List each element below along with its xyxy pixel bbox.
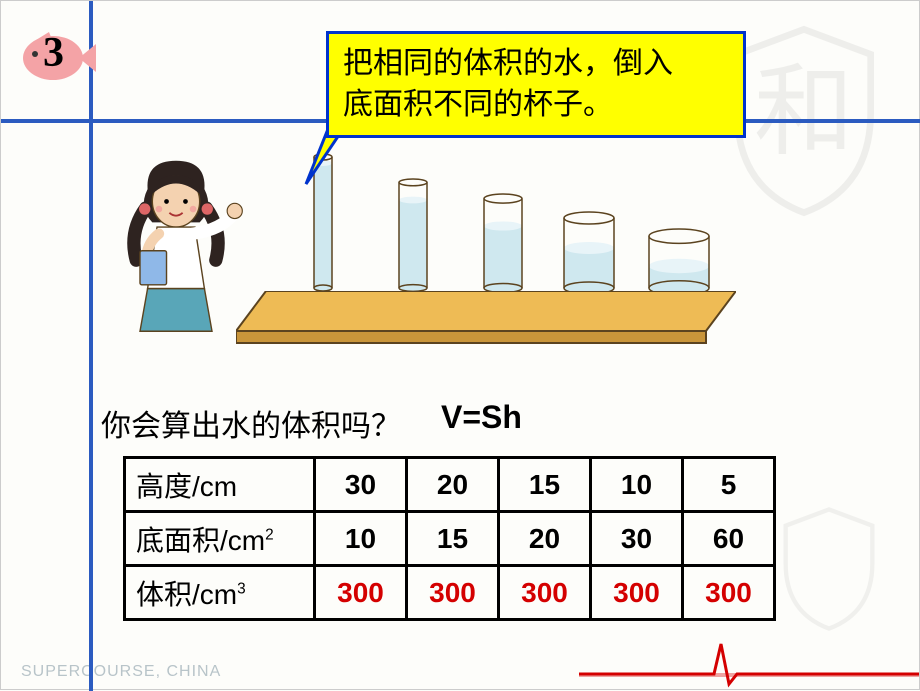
cell: 60 <box>683 512 775 566</box>
table-row: 高度/cm 30 20 15 10 5 <box>125 458 775 512</box>
table-top <box>236 291 736 346</box>
row-header-height: 高度/cm <box>125 458 315 512</box>
cell: 20 <box>499 512 591 566</box>
cell: 15 <box>407 512 499 566</box>
watermark-corner-icon <box>769 504 889 634</box>
cylinder-4 <box>561 209 617 291</box>
cell: 300 <box>591 566 683 620</box>
row-header-volume: 体积/cm3 <box>125 566 315 620</box>
bubble-line-1: 把相同的体积的水，倒入 <box>343 44 729 85</box>
experiment-scene <box>106 126 746 356</box>
svg-text:和: 和 <box>754 57 854 168</box>
row-header-area: 底面积/cm2 <box>125 512 315 566</box>
data-table: 高度/cm 30 20 15 10 5 底面积/cm2 10 15 20 30 … <box>123 456 776 621</box>
question-text: 你会算出水的体积吗？ <box>101 401 401 445</box>
ecg-line-icon <box>579 629 919 689</box>
cell: 300 <box>315 566 407 620</box>
bubble-tail-icon <box>303 129 343 189</box>
cell: 10 <box>591 458 683 512</box>
formula-text: V=Sh <box>441 399 522 436</box>
footer-text: SUPERCOURSE, CHINA <box>21 663 221 681</box>
cell: 20 <box>407 458 499 512</box>
area-exponent: 2 <box>265 526 274 543</box>
vertical-rule <box>89 1 93 691</box>
volume-exponent: 3 <box>237 580 246 597</box>
row-header-volume-label: 体积/cm <box>136 579 237 610</box>
cell: 10 <box>315 512 407 566</box>
cell: 300 <box>407 566 499 620</box>
cylinder-5 <box>646 226 712 291</box>
badge-number: 3 <box>43 29 64 77</box>
cell: 300 <box>499 566 591 620</box>
speech-bubble: 把相同的体积的水，倒入 底面积不同的杯子。 <box>326 31 746 138</box>
cylinder-2 <box>396 176 430 291</box>
table-row: 底面积/cm2 10 15 20 30 60 <box>125 512 775 566</box>
bubble-line-2: 底面积不同的杯子。 <box>343 85 729 126</box>
cell: 30 <box>315 458 407 512</box>
cell: 300 <box>683 566 775 620</box>
cylinder-3 <box>481 191 525 291</box>
cell: 30 <box>591 512 683 566</box>
girl-illustration <box>106 156 246 336</box>
table-row: 体积/cm3 300 300 300 300 300 <box>125 566 775 620</box>
cell: 5 <box>683 458 775 512</box>
cell: 15 <box>499 458 591 512</box>
row-header-area-label: 底面积/cm <box>136 525 265 556</box>
